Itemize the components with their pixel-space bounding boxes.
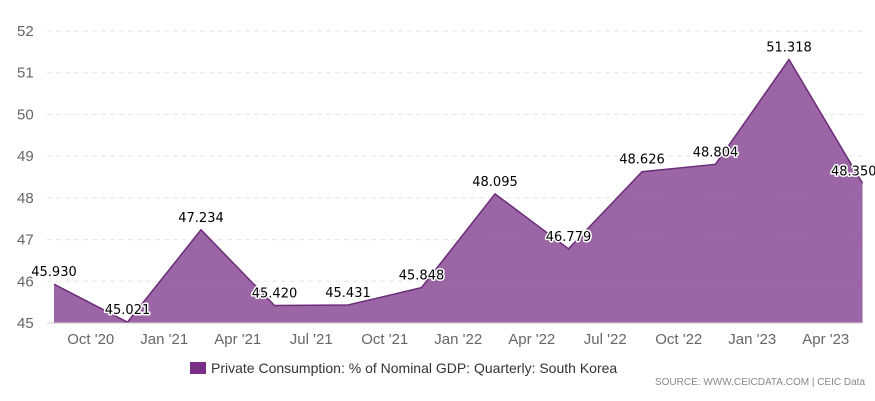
data-point	[199, 228, 203, 232]
data-point	[567, 247, 571, 251]
y-tick-label: 49	[17, 148, 34, 165]
data-point	[861, 181, 865, 185]
data-label: 48.804	[693, 145, 739, 160]
x-tick-label: Jul '21	[290, 331, 333, 348]
data-label: 45.930	[31, 265, 77, 280]
data-point	[714, 162, 718, 166]
data-point	[640, 170, 644, 174]
y-tick-label: 48	[17, 190, 34, 207]
legend-swatch	[190, 362, 206, 374]
data-point	[787, 57, 791, 61]
x-tick-label: Apr '23	[802, 331, 849, 348]
area-chart: 45 46 47 48 49 50 51 52 Oct '20 Jan '21 Apr '21 Jul…	[17, 23, 875, 348]
x-tick-label: Oct '21	[361, 331, 408, 348]
data-point	[493, 192, 497, 196]
legend-label: Private Consumption: % of Nominal GDP: Q…	[211, 360, 618, 376]
y-tick-label: 47	[17, 232, 34, 249]
x-tick-label: Apr '21	[214, 331, 261, 348]
data-point	[420, 286, 424, 290]
x-tick-label: Apr '22	[508, 331, 555, 348]
data-label: 45.848	[399, 269, 445, 284]
y-tick-label: 52	[17, 23, 34, 40]
data-label: 48.350	[831, 164, 875, 179]
data-label: 48.095	[472, 175, 518, 190]
x-tick-label: Jul '22	[584, 331, 627, 348]
series-area	[54, 59, 863, 323]
data-label: 47.234	[178, 211, 224, 226]
data-label: 46.779	[546, 230, 592, 245]
source-credit: SOURCE: WWW.CEICDATA.COM | CEIC Data	[654, 377, 865, 388]
x-tick-label: Oct '20	[67, 331, 114, 348]
series-line	[53, 58, 864, 324]
data-point	[273, 303, 277, 307]
data-label: 48.626	[619, 153, 665, 168]
y-tick-label: 45	[17, 315, 34, 332]
y-tick-label: 51	[17, 65, 34, 82]
x-tick-label: Jan '22	[434, 331, 482, 348]
y-tick-label: 46	[17, 273, 34, 290]
data-point	[346, 303, 350, 307]
x-tick-label: Oct '22	[655, 331, 702, 348]
data-label: 45.431	[325, 286, 371, 301]
x-tick-label: Jan '23	[728, 331, 776, 348]
legend[interactable]: Private Consumption: % of Nominal GDP: Q…	[190, 360, 617, 376]
x-tick-label: Jan '21	[140, 331, 188, 348]
data-label: 51.318	[766, 40, 812, 55]
data-label: 45.420	[252, 286, 298, 301]
data-label: 45.021	[105, 303, 151, 318]
y-tick-label: 50	[17, 106, 34, 123]
data-point	[126, 320, 130, 324]
data-point	[52, 282, 56, 286]
